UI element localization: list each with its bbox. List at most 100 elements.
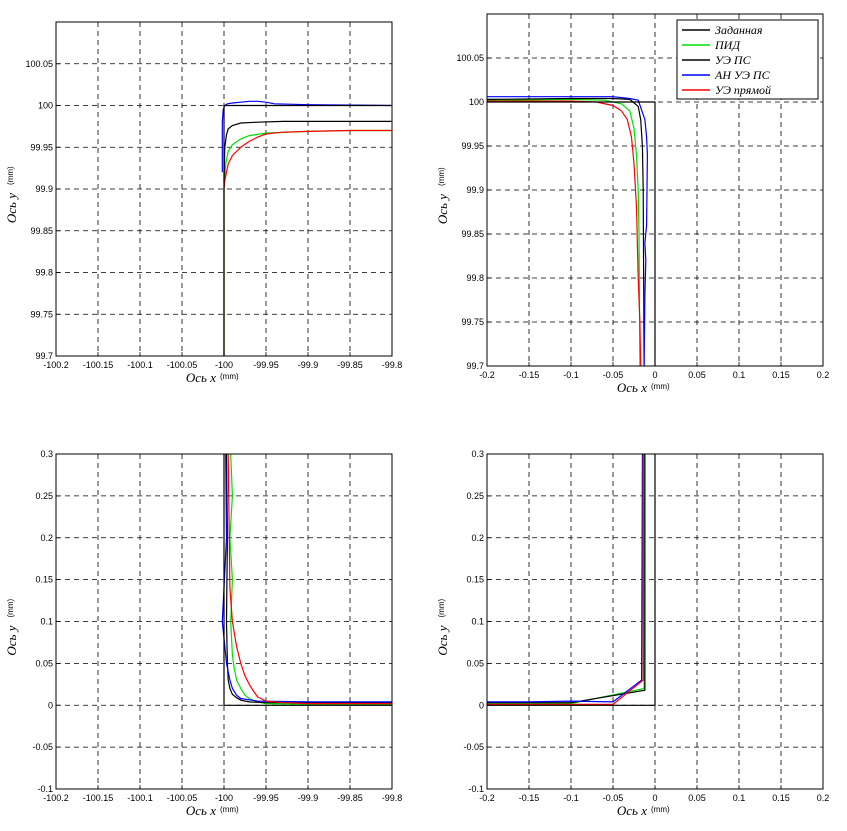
y-tick-label: 0.25 xyxy=(35,491,53,501)
y-tick-label: 0.3 xyxy=(40,449,53,459)
x-tick-label: -0.15 xyxy=(519,370,540,380)
y-tick-label: 0.2 xyxy=(471,533,484,543)
legend-label: АН УЭ ПС xyxy=(714,68,771,82)
x-axis-label: Ось x xyxy=(186,370,216,385)
x-tick-label: -99.8 xyxy=(382,360,403,370)
y-tick-label: 99.8 xyxy=(35,268,53,278)
y-tick-label: 0.05 xyxy=(35,658,53,668)
series-line-4 xyxy=(221,100,392,173)
legend-label: ПИД xyxy=(714,38,741,52)
y-tick-label: 0.05 xyxy=(466,658,484,668)
series-line-1 xyxy=(223,104,392,356)
series-line-1 xyxy=(487,101,656,366)
y-tick-label: 99.85 xyxy=(30,226,53,236)
x-tick-label: 0.2 xyxy=(817,793,830,803)
x-axis-label: Ось x xyxy=(186,803,216,818)
x-axis-label: Ось x xyxy=(617,803,647,818)
x-tick-label: 0.05 xyxy=(688,793,706,803)
series-line-3 xyxy=(487,97,645,366)
chart-panel-2: -0.2 -0.15 -0.1 -0.05 0 0.05 0.1 0.15 0.2 99.7 99.… xyxy=(435,13,830,395)
x-tick-label: -0.2 xyxy=(479,370,495,380)
x-tick-label: -0.05 xyxy=(603,370,624,380)
y-tick-label: 99.75 xyxy=(461,317,484,327)
x-axis-unit: (mm) xyxy=(220,372,239,381)
axes-frame xyxy=(486,13,824,367)
y-tick-label: 99.9 xyxy=(35,184,53,194)
y-tick-label: 0 xyxy=(48,700,53,710)
y-tick-label: 0.15 xyxy=(466,575,484,585)
y-tick-label: -0.1 xyxy=(468,784,484,794)
y-axis-unit: (mm) xyxy=(437,167,446,186)
y-tick-label: 100 xyxy=(469,97,484,107)
x-tick-label: 0.15 xyxy=(772,370,790,380)
x-tick-label: -99.85 xyxy=(337,360,363,370)
y-tick-label: 99.9 xyxy=(466,185,484,195)
x-tick-label: 0.1 xyxy=(733,793,746,803)
series-line-5 xyxy=(227,454,392,705)
x-tick-label: -99.85 xyxy=(337,793,363,803)
series-line-4 xyxy=(487,96,649,366)
y-tick-label: 0.25 xyxy=(466,491,484,501)
x-tick-label: -0.1 xyxy=(563,793,579,803)
x-tick-label: -100.15 xyxy=(83,793,114,803)
series-line-1 xyxy=(487,454,656,706)
chart-panel-1: -100.2 -100.15 -100.1 -100.05 -100 -99.95 -99.… xyxy=(4,21,403,385)
y-tick-label: 0.1 xyxy=(471,617,484,627)
series-line-1 xyxy=(223,454,392,706)
y-tick-label: 99.7 xyxy=(35,351,53,361)
y-tick-label: 99.8 xyxy=(466,273,484,283)
x-tick-label: 0.1 xyxy=(733,370,746,380)
chart-panel-4: -0.2 -0.15 -0.1 -0.05 0 0.05 0.1 0.15 0.2 -0.1 -0.… xyxy=(435,449,829,818)
x-tick-label: -100 xyxy=(215,360,233,370)
x-tick-label: -99.95 xyxy=(253,793,279,803)
y-axis-unit: (mm) xyxy=(6,599,15,618)
x-tick-label: -100.05 xyxy=(167,793,198,803)
y-axis-label: Ось y xyxy=(435,625,450,655)
x-tick-label: -100.15 xyxy=(83,360,114,370)
x-tick-label: -0.2 xyxy=(479,793,495,803)
axes-frame xyxy=(55,453,393,790)
x-tick-label: -99.9 xyxy=(298,360,319,370)
y-tick-label: 100.05 xyxy=(456,53,484,63)
y-axis-label-group: Ось y (mm) xyxy=(435,167,450,224)
x-tick-label: -100.2 xyxy=(43,360,69,370)
x-tick-label: -100 xyxy=(215,793,233,803)
x-tick-label: -99.95 xyxy=(253,360,279,370)
y-tick-label: 100.05 xyxy=(25,59,53,69)
axes-frame xyxy=(486,453,824,790)
series-line-4 xyxy=(487,454,644,703)
x-tick-label: 0.05 xyxy=(688,370,706,380)
x-tick-label: -99.8 xyxy=(382,793,403,803)
series-line-5 xyxy=(487,454,644,706)
y-axis-unit: (mm) xyxy=(437,599,446,618)
y-tick-label: -0.05 xyxy=(463,742,484,752)
x-tick-label: -100.1 xyxy=(127,793,153,803)
y-axis-label-group: Ось y (mm) xyxy=(4,599,19,656)
legend-label: УЭ прямой xyxy=(715,83,771,97)
x-tick-label: -100.05 xyxy=(167,360,198,370)
x-tick-label: 0.2 xyxy=(817,370,830,380)
x-tick-label: -99.9 xyxy=(298,793,319,803)
y-axis-label-group: Ось y (mm) xyxy=(435,599,450,656)
y-axis-unit: (mm) xyxy=(6,166,15,185)
y-axis-label: Ось y xyxy=(4,625,19,655)
x-tick-label: -100.1 xyxy=(127,360,153,370)
y-axis-label: Ось y xyxy=(4,193,19,223)
x-tick-label: -0.05 xyxy=(603,793,624,803)
y-tick-label: 0.2 xyxy=(40,533,53,543)
x-tick-label: -100.2 xyxy=(43,793,69,803)
y-axis-label: Ось y xyxy=(435,194,450,224)
x-axis-unit: (mm) xyxy=(651,382,670,391)
y-tick-label: 0.3 xyxy=(471,449,484,459)
y-tick-label: 99.7 xyxy=(466,361,484,371)
series-line-5 xyxy=(223,129,392,356)
y-tick-label: 99.85 xyxy=(461,229,484,239)
y-tick-label: 0.15 xyxy=(35,575,53,585)
y-tick-label: 100 xyxy=(38,101,53,111)
x-tick-label: 0 xyxy=(652,370,657,380)
series-line-3 xyxy=(223,120,392,181)
y-tick-label: 99.95 xyxy=(30,142,53,152)
axes-frame xyxy=(55,21,393,357)
y-tick-label: 99.75 xyxy=(30,309,53,319)
